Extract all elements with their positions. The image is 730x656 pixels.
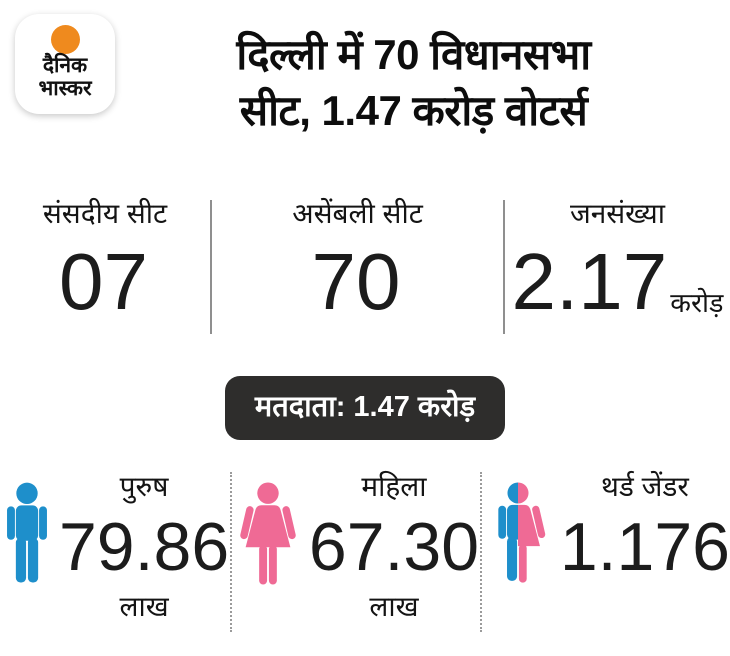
stat-label: संसदीय सीट (42, 198, 168, 229)
stat-label: असेंबली सीट (292, 198, 423, 229)
stat-value: 2.17 (511, 237, 668, 326)
dotted-divider (230, 472, 233, 632)
voter-male: पुरुष 79.86 लाख (0, 466, 230, 648)
female-icon (240, 482, 296, 585)
title-line-2: सीट, 1.47 करोड़ वोटर्स (239, 87, 588, 134)
stat-value: 70 (311, 237, 401, 326)
badge-row: मतदाता: 1.47 करोड़ (0, 376, 730, 440)
stat-unit: करोड़ (670, 288, 724, 318)
voter-unit: लाख (119, 591, 169, 622)
dotted-divider (479, 472, 482, 632)
stat-label: जनसंख्या (569, 198, 666, 229)
voter-label: पुरुष (119, 471, 169, 502)
voters-total-badge: मतदाता: 1.47 करोड़ (224, 376, 506, 440)
voter-third-gender: थर्ड जेंडर 1.176 (482, 466, 730, 648)
logo-text-line1: दैनिक (42, 54, 88, 77)
vertical-divider (503, 200, 505, 334)
stats-row: संसदीय सीट 07 असेंबली सीट 70 जनसंख्या 2.… (0, 194, 730, 344)
voter-female: महिला 67.30 लाख (232, 466, 480, 648)
page-title: दिल्ली में 70 विधानसभा सीट, 1.47 करोड़ व… (115, 14, 712, 139)
stat-value: 07 (59, 237, 148, 326)
voter-label: महिला (361, 471, 427, 502)
header: दैनिक भास्कर दिल्ली में 70 विधानसभा सीट,… (0, 0, 730, 168)
voter-value: 1.176 (559, 509, 730, 585)
sun-icon (50, 25, 80, 54)
dainik-bhaskar-logo: दैनिक भास्कर (15, 14, 115, 114)
stat-assembly-seats: असेंबली सीट 70 (212, 194, 503, 344)
title-line-1: दिल्ली में 70 विधानसभा (236, 31, 591, 78)
voter-value: 79.86 (58, 509, 230, 585)
voter-value: 67.30 (308, 509, 480, 585)
stat-population: जनसंख्या 2.17 करोड़ (505, 194, 730, 344)
male-icon (7, 482, 47, 583)
third-gender-icon (498, 482, 546, 583)
voter-unit: लाख (369, 591, 419, 622)
stat-parliamentary-seats: संसदीय सीट 07 (0, 194, 210, 344)
voter-label: थर्ड जेंडर (600, 471, 689, 502)
logo-text-line2: भास्कर (38, 77, 92, 100)
voters-row: पुरुष 79.86 लाख (0, 466, 730, 648)
vertical-divider (210, 200, 212, 334)
